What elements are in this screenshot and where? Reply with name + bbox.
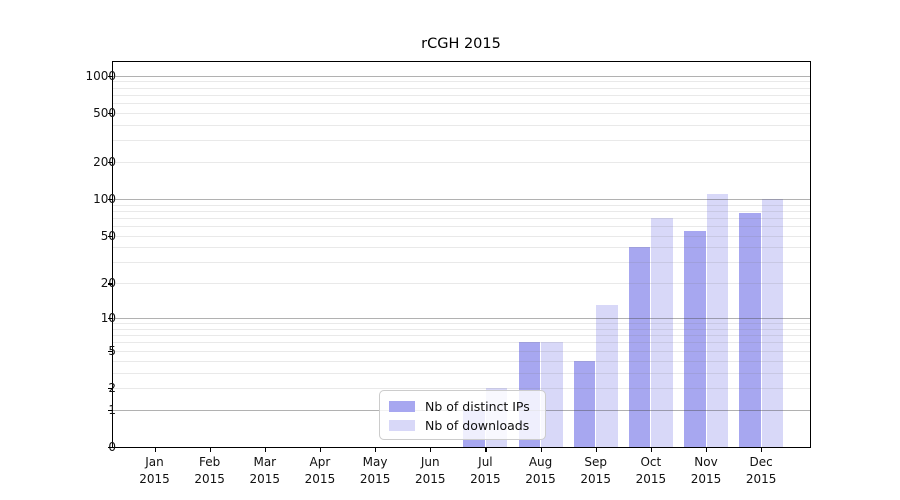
gridline-minor-600 [113,103,810,105]
x-tick-year-jan: 2015 [139,472,170,486]
y-tick-1000 [108,75,113,77]
y-tick-0 [108,447,113,449]
bar-nb-of-distinct-ips-sep [573,360,596,447]
y-tick-label-1000: 1000 [85,68,116,83]
x-tick-year-mar: 2015 [249,472,281,486]
bar-nb-of-distinct-ips-nov [684,230,706,447]
y-tick-200 [108,162,113,164]
x-tick-aug [540,447,542,452]
x-tick-label-mar: Mar 2015 [249,455,281,486]
x-tick-jan [154,447,156,452]
gridline-major-1000 [113,75,810,77]
x-tick-label-jan: Jan 2015 [139,455,170,486]
x-tick-dec [761,447,763,452]
gridline-minor-300 [113,140,810,142]
y-tick-5 [108,350,113,352]
x-tick-year-jul: 2015 [470,472,501,486]
x-tick-year-aug: 2015 [525,472,556,486]
x-tick-label-sep: Sep 2015 [580,455,611,486]
x-tick-sep [595,447,597,452]
gridline-minor-400 [113,124,810,126]
bar-nb-of-distinct-ips-dec [739,212,761,447]
x-tick-jun [430,447,432,452]
x-tick-label-oct: Oct 2015 [635,455,667,486]
y-tick-10 [108,318,113,320]
x-tick-year-feb: 2015 [194,472,225,486]
y-tick-50 [108,235,113,237]
legend-swatch-distinct-ips [389,400,415,412]
x-tick-jul [485,447,487,452]
x-tick-label-nov: Nov 2015 [690,455,722,486]
x-tick-label-apr: Apr 2015 [304,455,336,486]
bar-nb-of-downloads-oct [651,217,673,447]
y-tick-20 [108,283,113,285]
y-tick-1 [108,409,113,411]
x-tick-label-dec: Dec 2015 [745,455,777,486]
bar-nb-of-downloads-dec [761,198,784,447]
gridline-minor-200 [113,162,810,163]
legend-item-distinct-ips: Nb of distinct IPs [389,398,536,414]
x-tick-year-may: 2015 [359,472,391,486]
x-tick-label-jul: Jul 2015 [470,455,501,486]
gridline-minor-800 [113,87,810,89]
y-tick-100 [108,198,113,201]
legend-swatch-downloads [389,419,415,431]
x-tick-year-oct: 2015 [635,472,667,486]
chart-title: rCGH 2015 [421,36,501,52]
gridline-minor-500 [113,112,810,114]
y-tick-label-500: 500 [93,105,116,120]
gridline-minor-80 [113,210,810,212]
y-tick-500 [108,112,113,115]
legend-label-downloads: Nb of downloads [425,417,530,433]
y-tick-label-200: 200 [93,155,116,169]
x-tick-label-feb: Feb 2015 [194,455,225,486]
x-tick-year-nov: 2015 [690,472,722,486]
x-tick-year-apr: 2015 [304,472,336,486]
x-tick-feb [209,447,211,452]
x-tick-apr [319,447,322,452]
legend: Nb of distinct IPs Nb of downloads [379,390,546,440]
x-tick-label-jun: Jun 2015 [414,455,446,486]
gridline-minor-60 [113,226,810,228]
x-tick-mar [264,447,266,452]
legend-label-distinct-ips: Nb of distinct IPs [425,398,530,414]
gridline-minor-90 [113,204,810,206]
y-tick-2 [108,387,113,390]
x-tick-year-jun: 2015 [414,472,446,486]
gridline-minor-900 [113,81,810,83]
bar-nb-of-downloads-sep [596,305,618,447]
x-tick-year-dec: 2015 [745,472,777,486]
x-tick-oct [650,447,653,452]
legend-item-downloads: Nb of downloads [389,417,536,433]
gridline-minor-700 [113,94,810,96]
y-tick-label-100: 100 [93,191,116,206]
gridline-minor-70 [113,217,810,219]
bar-nb-of-downloads-aug [541,342,563,447]
x-tick-year-sep: 2015 [580,472,611,486]
x-tick-may [375,447,377,452]
bar-nb-of-distinct-ips-oct [628,247,651,447]
x-tick-label-may: May 2015 [359,455,391,486]
bar-nb-of-downloads-nov [706,193,728,447]
gridline-major-100 [113,198,810,200]
x-tick-nov [706,447,708,452]
x-tick-label-aug: Aug 2015 [525,455,556,486]
